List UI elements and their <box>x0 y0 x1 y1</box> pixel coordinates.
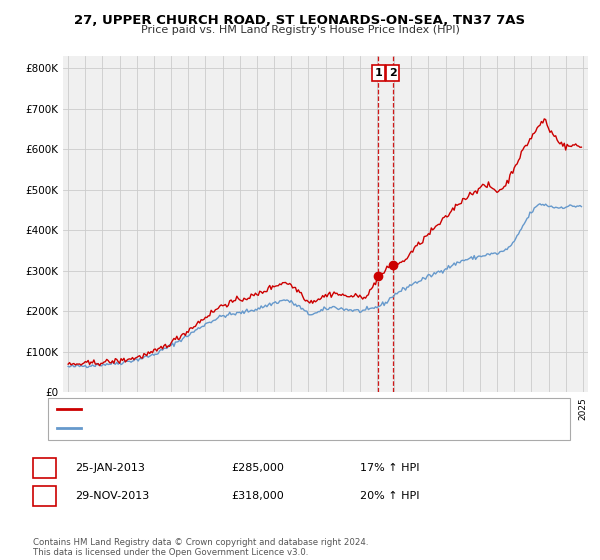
Text: 1: 1 <box>41 463 48 473</box>
Text: 27, UPPER CHURCH ROAD, ST LEONARDS-ON-SEA, TN37 7AS (detached house): 27, UPPER CHURCH ROAD, ST LEONARDS-ON-SE… <box>87 404 474 414</box>
Text: Price paid vs. HM Land Registry's House Price Index (HPI): Price paid vs. HM Land Registry's House … <box>140 25 460 35</box>
Text: HPI: Average price, detached house, Hastings: HPI: Average price, detached house, Hast… <box>87 423 311 433</box>
Text: 20% ↑ HPI: 20% ↑ HPI <box>360 491 419 501</box>
Text: 2: 2 <box>41 491 48 501</box>
Text: 25-JAN-2013: 25-JAN-2013 <box>75 463 145 473</box>
Text: 1: 1 <box>374 68 382 78</box>
Text: 29-NOV-2013: 29-NOV-2013 <box>75 491 149 501</box>
Text: 27, UPPER CHURCH ROAD, ST LEONARDS-ON-SEA, TN37 7AS: 27, UPPER CHURCH ROAD, ST LEONARDS-ON-SE… <box>74 14 526 27</box>
Text: 17% ↑ HPI: 17% ↑ HPI <box>360 463 419 473</box>
Text: Contains HM Land Registry data © Crown copyright and database right 2024.
This d: Contains HM Land Registry data © Crown c… <box>33 538 368 557</box>
Text: 2: 2 <box>389 68 397 78</box>
Text: £318,000: £318,000 <box>231 491 284 501</box>
Text: £285,000: £285,000 <box>231 463 284 473</box>
